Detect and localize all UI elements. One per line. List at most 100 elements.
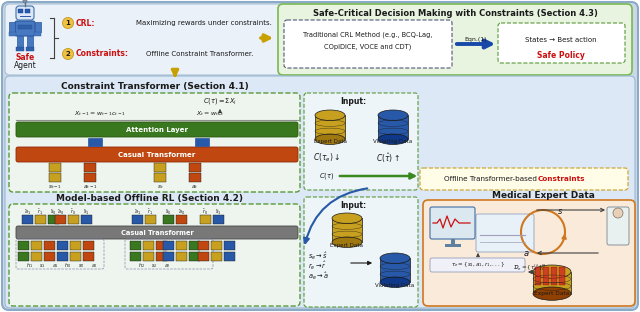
Text: $a_0$: $a_0$ xyxy=(90,262,97,270)
Bar xyxy=(315,115,345,139)
Text: $\hat{s}_1$: $\hat{s}_1$ xyxy=(83,207,89,217)
Text: $\hat{a}_0$: $\hat{a}_0$ xyxy=(56,207,63,217)
Bar xyxy=(18,252,29,261)
Bar xyxy=(200,215,211,224)
Ellipse shape xyxy=(378,110,408,120)
Bar xyxy=(535,267,541,285)
Text: $\hat{a}_1$: $\hat{a}_1$ xyxy=(134,207,140,217)
Text: $\hat{r}_1$: $\hat{r}_1$ xyxy=(37,207,43,217)
Text: $a_{t-1}$: $a_{t-1}$ xyxy=(83,183,97,191)
Bar xyxy=(163,215,174,224)
Bar xyxy=(9,22,15,32)
FancyBboxPatch shape xyxy=(430,258,525,272)
Text: CRL:: CRL: xyxy=(76,18,95,27)
Bar xyxy=(35,22,41,32)
Text: Constraints: Constraints xyxy=(537,176,585,182)
Text: $\mathcal{D}_e = \{\tau_e^{(i)}\}_i^N$: $\mathcal{D}_e = \{\tau_e^{(i)}\}_i^N$ xyxy=(513,263,547,273)
Text: $C(\tau)$: $C(\tau)$ xyxy=(319,171,334,181)
Bar xyxy=(163,241,174,250)
FancyBboxPatch shape xyxy=(16,226,298,239)
Text: $\hat{s}_0$: $\hat{s}_0$ xyxy=(164,207,172,217)
Bar xyxy=(48,215,59,224)
Bar xyxy=(332,218,362,242)
Text: Casual Transformer: Casual Transformer xyxy=(120,230,193,236)
Text: $h_1$: $h_1$ xyxy=(26,261,33,271)
Text: $\hat{a}_1$: $\hat{a}_1$ xyxy=(24,207,31,217)
Text: $h_0$: $h_0$ xyxy=(65,261,72,271)
Text: 1: 1 xyxy=(65,20,70,26)
FancyBboxPatch shape xyxy=(9,93,300,192)
Text: $X_t = w_tc_t$: $X_t = w_tc_t$ xyxy=(196,110,224,119)
Bar xyxy=(143,252,154,261)
Text: $\tau_e = \{s_1, a_1, r_1, ...\}$: $\tau_e = \{s_1, a_1, r_1, ...\}$ xyxy=(451,261,505,269)
Bar xyxy=(49,163,61,172)
Bar xyxy=(70,252,81,261)
Text: $\hat{r}_1$: $\hat{r}_1$ xyxy=(147,207,153,217)
FancyBboxPatch shape xyxy=(304,93,418,190)
Bar xyxy=(88,138,102,146)
Text: $C(\hat{\tau})\uparrow$: $C(\hat{\tau})\uparrow$ xyxy=(376,151,400,165)
Text: $\hat{r}_0$: $\hat{r}_0$ xyxy=(202,207,208,217)
Bar xyxy=(156,252,167,261)
Text: $s_1$: $s_1$ xyxy=(39,262,45,270)
FancyBboxPatch shape xyxy=(9,204,300,306)
Text: $s_0$: $s_0$ xyxy=(77,262,84,270)
Bar xyxy=(176,252,187,261)
Text: Constraints:: Constraints: xyxy=(76,50,129,59)
Bar xyxy=(224,252,235,261)
Text: Input:: Input: xyxy=(340,96,366,105)
Bar xyxy=(451,239,455,244)
Bar xyxy=(34,32,41,36)
Bar xyxy=(163,252,174,261)
Text: Eqn.(1): Eqn.(1) xyxy=(465,37,487,41)
Text: Safe-Critical Decision Making with Constraints (Section 4.3): Safe-Critical Decision Making with Const… xyxy=(312,8,597,17)
Ellipse shape xyxy=(315,134,345,144)
Text: Maximizing rewards under constraints.: Maximizing rewards under constraints. xyxy=(136,20,272,26)
Bar xyxy=(26,47,34,51)
Text: Model-based Offline RL (Section 4.2): Model-based Offline RL (Section 4.2) xyxy=(56,193,243,202)
Text: $s_2$: $s_2$ xyxy=(151,262,157,270)
Bar xyxy=(44,252,55,261)
Text: s: s xyxy=(558,207,562,217)
Bar xyxy=(224,241,235,250)
Bar xyxy=(16,47,24,51)
Bar xyxy=(154,163,166,172)
Bar xyxy=(543,267,549,285)
Ellipse shape xyxy=(332,237,362,247)
Text: Expert Data: Expert Data xyxy=(534,290,570,295)
Bar xyxy=(176,241,187,250)
Text: $a_t$: $a_t$ xyxy=(191,183,198,191)
Text: Traditional CRL Method (e.g., BCQ-Lag,: Traditional CRL Method (e.g., BCQ-Lag, xyxy=(303,32,433,38)
FancyBboxPatch shape xyxy=(15,21,35,36)
Bar xyxy=(189,252,200,261)
Bar xyxy=(130,252,141,261)
Bar xyxy=(130,241,141,250)
Bar xyxy=(57,241,68,250)
Text: Violating Data: Violating Data xyxy=(376,282,415,287)
Bar xyxy=(31,252,42,261)
Text: Casual Transformer: Casual Transformer xyxy=(118,152,196,158)
Bar xyxy=(551,267,557,285)
Bar xyxy=(189,241,200,250)
Text: $a_2$: $a_2$ xyxy=(164,262,170,270)
FancyBboxPatch shape xyxy=(498,23,625,63)
Bar xyxy=(154,173,166,182)
FancyBboxPatch shape xyxy=(423,200,635,306)
Text: $\hat{s}_0$: $\hat{s}_0$ xyxy=(50,207,56,217)
Text: a: a xyxy=(524,250,529,259)
Circle shape xyxy=(23,0,27,3)
Bar xyxy=(145,215,156,224)
Bar xyxy=(55,215,66,224)
Text: Expert Data: Expert Data xyxy=(330,242,364,247)
FancyBboxPatch shape xyxy=(284,20,452,68)
Text: Offline Constraint Transformer.: Offline Constraint Transformer. xyxy=(146,51,253,57)
Bar xyxy=(9,32,16,36)
Text: Offline Transformer-based: Offline Transformer-based xyxy=(444,176,536,182)
Bar xyxy=(83,241,94,250)
Bar xyxy=(195,138,209,146)
FancyBboxPatch shape xyxy=(420,168,628,190)
Bar xyxy=(380,258,410,282)
FancyBboxPatch shape xyxy=(430,207,475,239)
Bar xyxy=(189,173,201,182)
Bar xyxy=(18,9,23,13)
